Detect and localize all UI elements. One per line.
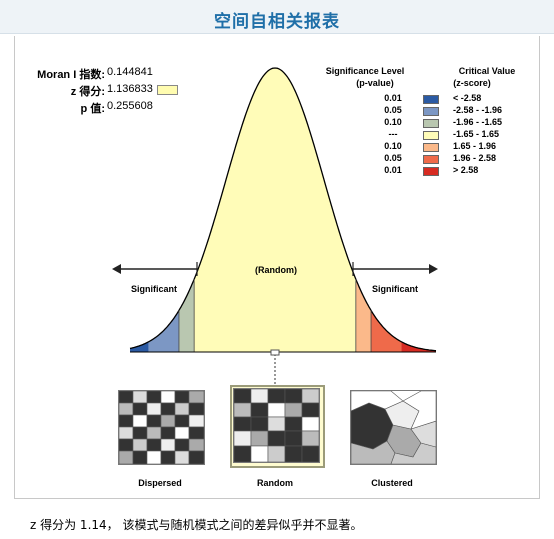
legend-p-value: 0.10 bbox=[384, 141, 402, 151]
p-value-value: 0.255608 bbox=[107, 100, 153, 112]
clustered-map bbox=[350, 390, 437, 465]
legend-critical-value: < -2.58 bbox=[453, 93, 482, 103]
p-value-label: p 值: bbox=[80, 103, 105, 115]
legend-p-value: 0.05 bbox=[384, 105, 402, 115]
dispersed-map bbox=[118, 390, 205, 465]
legend-color-swatch bbox=[423, 95, 439, 104]
z-score-value: 1.136833 bbox=[107, 83, 153, 95]
clustered-pattern-image bbox=[350, 390, 437, 465]
random-map-label: Random bbox=[257, 478, 293, 488]
significant-left-label: Significant bbox=[131, 284, 178, 294]
random-map bbox=[233, 388, 320, 463]
curve-region bbox=[401, 341, 436, 352]
legend-p-value: 0.05 bbox=[384, 153, 402, 163]
legend-color-swatch bbox=[423, 155, 439, 164]
random-pattern-image bbox=[233, 388, 320, 463]
curve-outline bbox=[129, 67, 437, 352]
dispersed-label: Dispersed bbox=[138, 478, 182, 488]
legend-cv-subheader: (z-score) bbox=[453, 78, 491, 88]
curve-region bbox=[178, 279, 195, 352]
legend-color-swatch bbox=[423, 143, 439, 152]
z-score-label: z 得分: bbox=[70, 86, 105, 98]
report-title: 空间自相关报表 bbox=[214, 12, 340, 32]
legend-critical-value: > 2.58 bbox=[453, 165, 479, 175]
significant-right-label: Significant bbox=[372, 284, 419, 294]
legend-sig-header: Significance Level bbox=[325, 66, 405, 76]
legend-cv-header: Critical Value bbox=[458, 66, 516, 76]
dispersed-pattern-image bbox=[118, 390, 205, 465]
legend-color-swatch bbox=[423, 131, 439, 140]
moran-value: 0.144841 bbox=[107, 66, 153, 78]
legend-color-swatch bbox=[423, 167, 439, 176]
random-label: (Random) bbox=[255, 265, 297, 275]
legend-critical-value: -1.96 - -1.65 bbox=[453, 117, 503, 127]
legend-critical-value: 1.96 - 2.58 bbox=[453, 153, 497, 163]
z-score-swatch bbox=[157, 85, 178, 95]
legend-color-swatch bbox=[423, 119, 439, 128]
report-header: 空间自相关报表 bbox=[0, 0, 554, 34]
curve-region bbox=[194, 68, 356, 352]
curve-region bbox=[355, 279, 372, 352]
summary-text: z 得分为 1.14， 该模式与随机模式之间的差异似乎并不显著。 bbox=[30, 518, 363, 532]
clustered-label: Clustered bbox=[371, 478, 413, 488]
legend-critical-value: -1.65 - 1.65 bbox=[453, 129, 500, 139]
legend-color-swatch bbox=[423, 107, 439, 116]
legend-p-value: 0.10 bbox=[384, 117, 402, 127]
left-arrow bbox=[112, 262, 198, 276]
legend-critical-value: 1.65 - 1.96 bbox=[453, 141, 497, 151]
legend-critical-value: -2.58 - -1.96 bbox=[453, 105, 503, 115]
legend-p-value: 0.01 bbox=[384, 165, 402, 175]
moran-label: Moran I 指数: bbox=[37, 69, 105, 81]
report-frame bbox=[14, 36, 540, 499]
legend-p-value: 0.01 bbox=[384, 93, 402, 103]
legend-p-value: --- bbox=[388, 129, 398, 139]
right-arrow bbox=[352, 262, 438, 276]
legend-sig-subheader: (p-value) bbox=[356, 78, 394, 88]
